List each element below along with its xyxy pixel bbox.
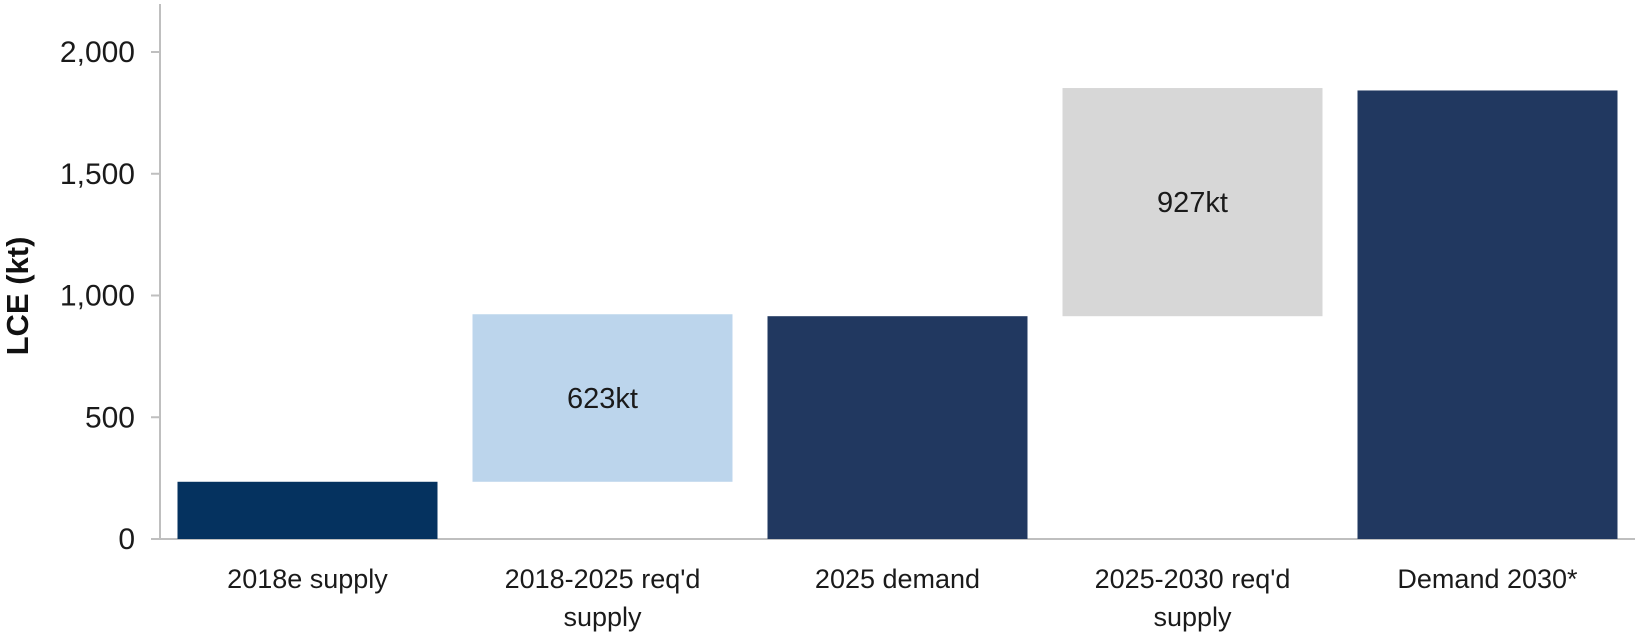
x-tick-label: supply <box>1153 602 1232 632</box>
y-axis-title: LCE (kt) <box>0 237 35 356</box>
y-ticks: 0 500 1,000 1,500 2,000 <box>60 36 160 556</box>
bar <box>177 481 438 539</box>
x-tick-label: 2018e supply <box>227 564 388 594</box>
x-tick-label: Demand 2030* <box>1397 564 1578 594</box>
x-tick-label: 2018-2025 req'd <box>505 564 701 594</box>
x-tick-label: supply <box>563 602 642 632</box>
bar <box>767 316 1028 539</box>
y-tick-label: 0 <box>118 523 135 556</box>
x-tick-label: 2025 demand <box>815 564 980 594</box>
bar <box>1062 88 1323 317</box>
y-tick-label: 1,500 <box>60 158 135 191</box>
x-tick-label: 2025-2030 req'd <box>1095 564 1291 594</box>
data-labels: 623kt 927kt <box>567 187 1228 415</box>
bar <box>472 314 733 482</box>
bar <box>1357 90 1618 540</box>
y-tick-label: 2,000 <box>60 36 135 69</box>
x-labels: 2018e supply 2018-2025 req'd supply 2025 de… <box>227 564 1578 632</box>
data-label: 927kt <box>1157 187 1228 219</box>
y-tick-label: 1,000 <box>60 280 135 313</box>
y-tick-label: 500 <box>85 401 135 434</box>
data-label: 623kt <box>567 383 638 415</box>
bars <box>177 88 1618 540</box>
